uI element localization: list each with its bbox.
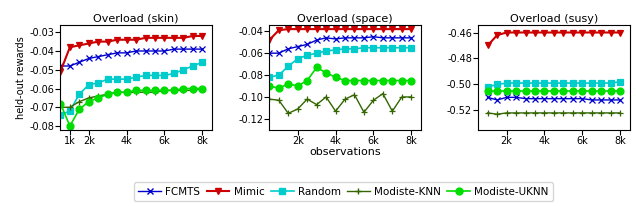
Title: Overload (space): Overload (space) bbox=[297, 14, 393, 24]
X-axis label: observations: observations bbox=[309, 147, 381, 157]
Legend: FCMTS, Mimic, Random, Modiste-KNN, Modiste-UKNN: FCMTS, Mimic, Random, Modiste-KNN, Modis… bbox=[134, 183, 553, 201]
Y-axis label: held-out rewards: held-out rewards bbox=[17, 36, 26, 119]
Title: Overload (skin): Overload (skin) bbox=[93, 14, 179, 24]
Title: Overload (susy): Overload (susy) bbox=[510, 14, 598, 24]
